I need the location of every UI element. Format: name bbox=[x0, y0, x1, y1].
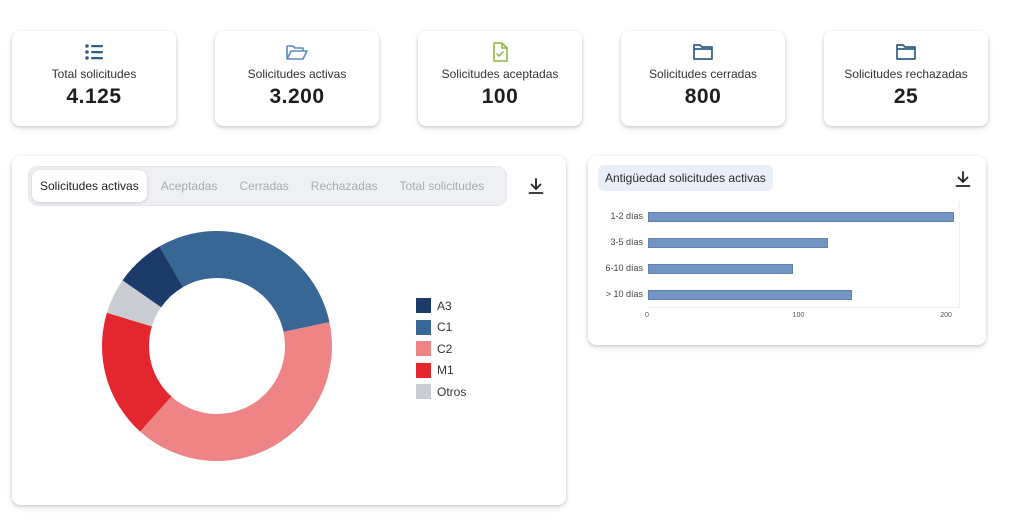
legend-swatch bbox=[416, 384, 431, 400]
stat-card-total: Total solicitudes 4.125 bbox=[12, 31, 176, 126]
tab-total-solicitudes[interactable]: Total solicitudes bbox=[399, 179, 485, 193]
stat-card-cerradas: Solicitudes cerradas 800 bbox=[621, 31, 785, 126]
bar-3[interactable] bbox=[648, 264, 793, 274]
chart-tabs: Solicitudes activas Aceptadas Cerradas R… bbox=[28, 166, 507, 206]
donut-slice-a3[interactable] bbox=[117, 246, 186, 317]
legend-label: M1 bbox=[437, 363, 454, 378]
legend-item-otros[interactable]: Otros bbox=[416, 381, 466, 403]
stat-value: 3.200 bbox=[269, 85, 325, 108]
donut-legend: A3 C1 C2 M1 Otros bbox=[416, 295, 466, 403]
legend-item-c1[interactable]: C1 bbox=[416, 317, 466, 339]
x-tick-label: 100 bbox=[792, 312, 805, 319]
legend-item-a3[interactable]: A3 bbox=[416, 295, 466, 317]
bar-4[interactable] bbox=[648, 290, 852, 300]
stat-label: Solicitudes rechazadas bbox=[844, 67, 968, 81]
stat-card-rechazadas: Solicitudes rechazadas 25 bbox=[824, 31, 988, 126]
bar-2[interactable] bbox=[648, 238, 829, 248]
stat-value: 800 bbox=[684, 85, 722, 108]
legend-swatch bbox=[416, 319, 431, 335]
stat-value: 25 bbox=[893, 85, 919, 108]
x-tick-label: 200 bbox=[940, 312, 952, 319]
donut-slice-c1[interactable] bbox=[159, 189, 335, 377]
folder-icon bbox=[895, 42, 917, 62]
stat-label: Solicitudes aceptadas bbox=[441, 67, 559, 81]
legend-item-m1[interactable]: M1 bbox=[416, 360, 466, 382]
donut-slice-c2[interactable] bbox=[133, 310, 369, 501]
legend-label: C2 bbox=[437, 341, 453, 356]
bar-1[interactable] bbox=[648, 212, 954, 222]
stat-label: Total solicitudes bbox=[51, 67, 137, 81]
bar-category-label: 1-2 días bbox=[610, 211, 643, 221]
download-icon[interactable] bbox=[954, 170, 972, 193]
tab-cerradas[interactable]: Cerradas bbox=[239, 179, 289, 193]
stat-label: Solicitudes cerradas bbox=[648, 67, 758, 81]
legend-item-c2[interactable]: C2 bbox=[416, 338, 466, 360]
list-icon bbox=[84, 42, 104, 62]
stat-value: 4.125 bbox=[66, 85, 122, 108]
legend-swatch bbox=[416, 298, 431, 314]
donut-slice-otros[interactable] bbox=[97, 270, 167, 342]
stat-card-aceptadas: Solicitudes aceptadas 100 bbox=[418, 31, 582, 126]
legend-swatch bbox=[416, 341, 431, 357]
tab-rechazadas[interactable]: Rechazadas bbox=[310, 179, 378, 193]
bar-category-label: 6-10 días bbox=[605, 263, 643, 273]
tab-aceptadas[interactable]: Aceptadas bbox=[160, 179, 218, 193]
legend-label: C1 bbox=[437, 320, 453, 335]
stat-card-activas: Solicitudes activas 3.200 bbox=[215, 31, 379, 126]
x-tick-label: 0 bbox=[645, 312, 649, 319]
bar-chart: 1-2 días 3-5 días 6-10 días > 10 días 0 100 20… bbox=[588, 156, 986, 345]
stat-value: 100 bbox=[481, 85, 519, 108]
plot-area bbox=[648, 202, 960, 308]
legend-label: A3 bbox=[437, 298, 452, 313]
legend-swatch bbox=[416, 362, 431, 378]
stat-label: Solicitudes activas bbox=[247, 67, 347, 81]
bar-category-label: > 10 días bbox=[605, 289, 643, 299]
donut-chart bbox=[75, 189, 369, 501]
antiguedad-chart-panel: Antigüedad solicitudes activas 1-2 días 3… bbox=[588, 156, 986, 345]
chart-title: Antigüedad solicitudes activas bbox=[598, 165, 773, 191]
file-check-icon bbox=[491, 42, 509, 62]
tab-solicitudes-activas[interactable]: Solicitudes activas bbox=[32, 170, 147, 202]
bar-category-label: 3-5 días bbox=[610, 237, 643, 247]
solicitudes-chart-panel: Solicitudes activas Aceptadas Cerradas R… bbox=[12, 156, 566, 505]
folder-open-icon bbox=[285, 42, 309, 62]
folder-icon bbox=[692, 42, 714, 62]
download-icon[interactable] bbox=[527, 177, 545, 200]
legend-label: Otros bbox=[437, 384, 467, 399]
donut-slice-m1[interactable] bbox=[75, 297, 194, 435]
